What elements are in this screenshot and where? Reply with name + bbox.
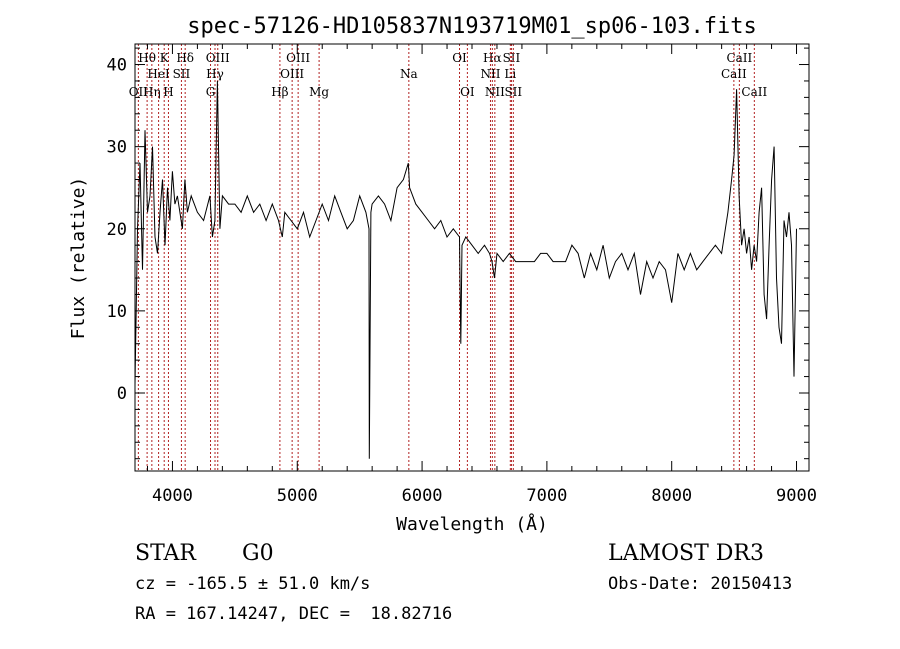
line-label: OII bbox=[129, 85, 149, 99]
object-class: STAR bbox=[135, 541, 197, 566]
line-label: OIII bbox=[286, 51, 310, 65]
line-label: H bbox=[163, 85, 173, 99]
y-axis-label: Flux (relative) bbox=[68, 177, 89, 340]
x-tick-label: 5000 bbox=[277, 486, 318, 506]
y-tick-label: 40 bbox=[107, 56, 127, 76]
line-label: OI bbox=[452, 51, 467, 65]
plot-frame bbox=[134, 43, 810, 472]
line-label: SII bbox=[173, 67, 191, 81]
line-label: G bbox=[206, 85, 216, 99]
line-label: Hα bbox=[483, 51, 502, 65]
line-label: Hη bbox=[143, 85, 161, 99]
line-label: CaII bbox=[721, 67, 747, 81]
line-label: HeI bbox=[147, 67, 170, 81]
x-tick-label: 6000 bbox=[402, 486, 443, 506]
obs-date-text: Obs-Date: 20150413 bbox=[608, 574, 792, 594]
line-label: Hδ bbox=[176, 51, 194, 65]
line-label: Mg bbox=[309, 85, 329, 99]
x-tick-label: 4000 bbox=[152, 486, 193, 506]
line-label: OIII bbox=[280, 67, 304, 81]
velocity-text: cz = -165.5 ± 51.0 km/s bbox=[135, 574, 370, 594]
y-axis-ticks: 0 10 20 30 40 bbox=[107, 47, 809, 460]
y-tick-label: 0 bbox=[117, 384, 127, 404]
line-label: SII bbox=[503, 51, 521, 65]
x-tick-label: 7000 bbox=[526, 486, 567, 506]
spectrum-line bbox=[134, 80, 797, 459]
x-tick-label: 9000 bbox=[776, 486, 817, 506]
object-subclass: G0 bbox=[242, 541, 274, 566]
line-label: OI bbox=[460, 85, 475, 99]
line-label: CaII bbox=[726, 51, 752, 65]
line-label: CaII bbox=[741, 85, 767, 99]
line-label: Hβ bbox=[271, 85, 288, 99]
chart-title: spec-57126-HD105837N193719M01_sp06-103.f… bbox=[187, 14, 757, 39]
line-label: Li bbox=[504, 67, 516, 81]
y-tick-label: 10 bbox=[107, 302, 127, 322]
line-label: Na bbox=[400, 67, 418, 81]
survey-name: LAMOST DR3 bbox=[608, 541, 764, 566]
line-label: Hθ bbox=[138, 51, 156, 65]
coords-text: RA = 167.14247, DEC = 18.82716 bbox=[135, 604, 452, 624]
line-label: OIII bbox=[206, 51, 230, 65]
x-tick-label: 8000 bbox=[651, 486, 692, 506]
x-axis-label: Wavelength (Å) bbox=[396, 513, 548, 535]
x-axis-ticks: 4000 5000 6000 7000 8000 9000 bbox=[146, 44, 817, 506]
line-label: SII bbox=[504, 85, 522, 99]
line-label: NII bbox=[485, 85, 505, 99]
line-label: Hγ bbox=[206, 67, 224, 81]
line-label: NII bbox=[480, 67, 500, 81]
line-label: K bbox=[160, 51, 170, 65]
y-tick-label: 20 bbox=[107, 220, 127, 240]
y-tick-label: 30 bbox=[107, 138, 127, 158]
